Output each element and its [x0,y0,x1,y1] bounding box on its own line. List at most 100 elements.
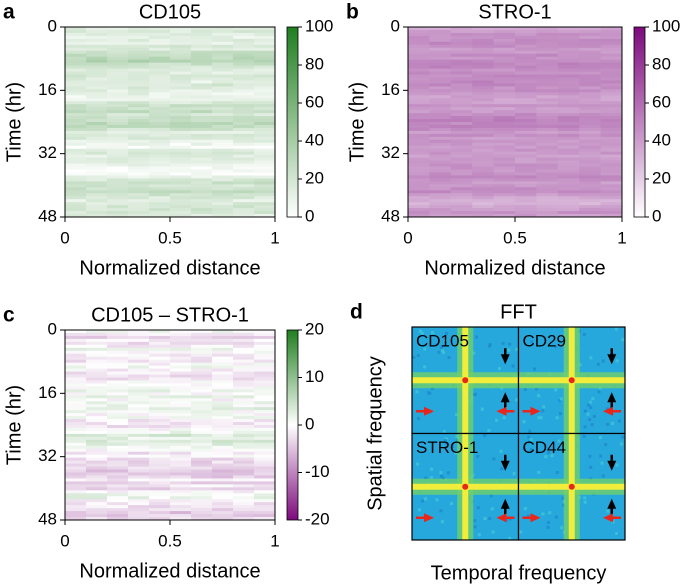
heatmap-cell [128,374,150,379]
x-tick-label: 0 [403,228,412,247]
heatmap-cell [191,410,213,414]
speckle [417,416,421,420]
heatmap-cell [493,211,516,215]
heatmap-cell [493,202,516,206]
heatmap-cell [191,98,213,102]
heatmap-cell [86,430,108,435]
heatmap-cell [493,83,516,87]
heatmap-cell [233,47,255,52]
heatmap-cell [536,154,559,159]
speckle [554,345,558,349]
heatmap-cell [536,193,559,197]
heatmap-cell [191,154,213,159]
heatmap-cell [493,122,516,126]
heatmap-cell [170,514,192,518]
heatmap-cell [149,172,171,177]
heatmap-cell [233,122,255,126]
heatmap-cell [170,74,192,79]
heatmap-cell [429,113,452,117]
heatmap-cell [536,211,559,215]
heatmap-cell [254,65,275,70]
heatmap-cell [450,122,473,126]
heatmap-cell [128,202,150,206]
heatmap-cell [191,514,213,518]
fft-tile: CD29 [517,326,626,435]
heatmap-cell [600,190,622,194]
heatmap-cell [191,35,213,40]
heatmap-cell [212,511,234,515]
heatmap-cell [149,487,171,491]
heatmap-cell [149,59,171,64]
heatmap-cell [254,413,275,417]
heatmap-cell [107,448,129,453]
heatmap-cell [536,92,559,96]
heatmap-cell [107,481,129,485]
heatmap-cell [450,205,473,209]
speckle [501,341,505,345]
heatmap-cell [128,410,150,414]
heatmap-cell [450,56,473,61]
heatmap-cell [86,74,108,79]
heatmap-cell [86,157,108,162]
heatmap-cell [212,53,234,58]
heatmap-cell [515,193,537,197]
heatmap-cell [233,410,255,414]
heatmap-cell [107,439,129,444]
heatmap-cell [170,95,192,99]
heatmap-cell [107,116,129,120]
heatmap-cell [107,101,129,105]
speckle [606,509,610,513]
heatmap-cell [450,62,473,67]
heatmap-cell [65,457,87,462]
heatmap-cell [557,145,580,150]
heatmap-cell [65,338,87,343]
colorbar-tick-label: 10 [305,367,324,386]
speckle [415,390,419,394]
heatmap-cell [191,330,213,334]
heatmap-cell [191,113,213,117]
heatmap-cell [107,484,129,488]
heatmap-cell [212,92,234,96]
heatmap-cell [450,127,473,132]
speckle [507,348,511,352]
heatmap-cell [254,484,275,488]
heatmap-cell [149,89,171,93]
heatmap-cell [65,127,87,132]
heatmap-cell [600,53,622,58]
heatmap-cell [128,427,150,432]
heatmap-cell [493,208,516,212]
heatmap-cell [472,160,495,165]
heatmap-cell [65,151,87,156]
heatmap-cell [65,181,87,185]
heatmap-cell [450,214,473,217]
fft-tile: CD44 [517,432,626,541]
heatmap-cell [212,442,234,447]
heatmap-cell [65,463,87,468]
heatmap-cell [191,380,213,385]
heatmap-cell [191,50,213,55]
heatmap-cell [86,419,108,423]
heatmap-cell [233,214,255,217]
heatmap-cell [493,80,516,85]
heatmap-cell [254,163,275,168]
heatmap-cell [170,160,192,165]
heatmap-cell [254,448,275,453]
heatmap-cell [254,383,275,388]
heatmap-cell [191,448,213,453]
heatmap-cell [65,380,87,385]
heatmap-cell [212,490,234,494]
heatmap-cell [107,457,129,462]
heatmap-cell [170,80,192,85]
heatmap-cell [170,416,192,420]
heatmap-cell [149,371,171,376]
heatmap-cell [86,101,108,105]
speckle [604,443,608,447]
heatmap-cell [149,187,171,191]
heatmap-cell [191,136,213,141]
heatmap-cell [212,65,234,70]
chart-title: FFT [500,301,537,323]
heatmap-cell [86,439,108,444]
heatmap-cell [450,178,473,182]
speckle [587,403,591,407]
heatmap-cell [170,157,192,162]
